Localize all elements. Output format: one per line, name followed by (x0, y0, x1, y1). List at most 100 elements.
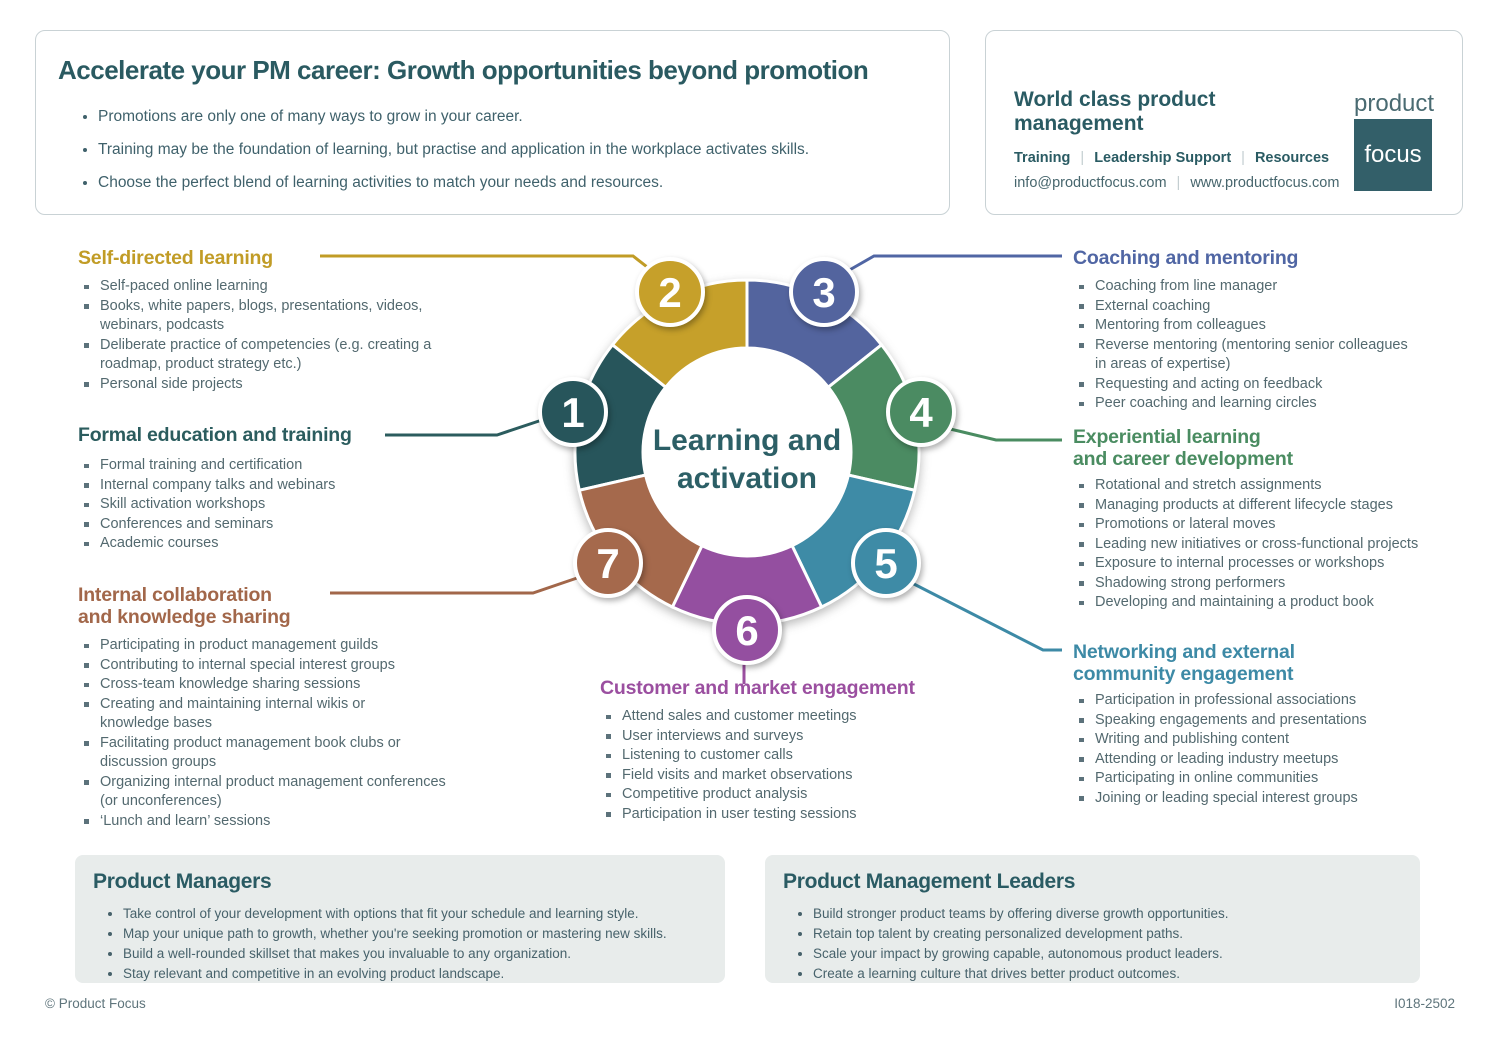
category-title: Networking and external community engage… (1073, 641, 1295, 685)
badge-circle-1 (538, 377, 608, 447)
connector-networking (907, 579, 1062, 652)
category-title: Self-directed learning (78, 247, 273, 269)
list-item: Shadowing strong performers (1079, 574, 1483, 594)
list-item: Contributing to internal special interes… (84, 656, 548, 676)
category-title: Coaching and mentoring (1073, 247, 1299, 269)
category-title: Formal education and training (78, 424, 352, 446)
list-item: Facilitating product management book clu… (84, 734, 548, 773)
list-item: External coaching (1079, 297, 1478, 317)
list-item: Attend sales and customer meetings (606, 707, 945, 727)
badge-circle-5 (851, 528, 921, 598)
badge-circle-4 (886, 377, 956, 447)
brand-contact: info@productfocus.com | www.productfocus.c… (1014, 175, 1339, 191)
list-item: Scale your impact by growing capable, au… (813, 944, 1400, 964)
product-focus-logo: product focus (1354, 91, 1434, 191)
list-item: Requesting and acting on feedback (1079, 375, 1478, 395)
list-item: Developing and maintaining a product boo… (1079, 593, 1483, 613)
intro-panel: Accelerate your PM career: Growth opport… (35, 30, 950, 215)
badge-number-7: 7 (596, 540, 619, 587)
category-experiential-learning: Experiential learning and career develop… (1073, 426, 1483, 613)
brand-tagline: World class product management (1014, 88, 1216, 135)
list-item: Choose the perfect blend of learning act… (98, 166, 929, 199)
brand-panel: World class product management Training |… (985, 30, 1463, 215)
connector-formal-education (385, 417, 546, 437)
category-title: Experiential learning and career develop… (1073, 426, 1293, 470)
list-item: Peer coaching and learning circles (1079, 394, 1478, 414)
wheel-center-circle (643, 348, 851, 556)
list-item: Books, white papers, blogs, presentation… (84, 297, 528, 336)
list-item: Participating in online communities (1079, 769, 1478, 789)
list-item: Writing and publishing content (1079, 730, 1478, 750)
category-networking-community: Networking and external community engage… (1073, 641, 1478, 808)
list-item: Leading new initiatives or cross-functio… (1079, 535, 1483, 555)
list-item: Map your unique path to growth, whether … (123, 924, 705, 944)
list-item: Training may be the foundation of learni… (98, 133, 929, 166)
list-item: Create a learning culture that drives be… (813, 964, 1400, 984)
list-item: Field visits and market observations (606, 766, 945, 786)
list-item: Exposure to internal processes or worksh… (1079, 554, 1483, 574)
list-item: Academic courses (84, 534, 528, 554)
badge-circle-2 (635, 257, 705, 327)
list-item: Rotational and stretch assignments (1079, 476, 1483, 496)
badge-number-5: 5 (874, 540, 897, 587)
connector-internal-collaboration (330, 575, 581, 595)
list-item: Organizing internal product management c… (84, 773, 548, 812)
service-leadership-support: Leadership Support (1094, 150, 1232, 166)
audience-title: Product Managers (93, 870, 272, 893)
connector-coaching (845, 254, 1062, 274)
service-training: Training (1014, 150, 1071, 166)
badge-number-2: 2 (658, 269, 681, 316)
category-internal-collaboration: Internal collaboration and knowledge sha… (78, 584, 548, 831)
list-item: Mentoring from colleagues (1079, 316, 1478, 336)
audience-box-product-management-leaders: Product Management Leaders Build stronge… (765, 855, 1420, 983)
list-item: Build stronger product teams by offering… (813, 904, 1400, 924)
brand-info: World class product management Training |… (986, 31, 1339, 191)
wheel-center-label-line2: activation (677, 462, 817, 495)
separator: | (1241, 150, 1245, 166)
audience-box-product-managers: Product Managers Take control of your de… (75, 855, 725, 983)
category-customer-market: Customer and market engagement Attend sa… (600, 677, 945, 824)
audience-bullet-list: Build stronger product teams by offering… (783, 904, 1400, 984)
list-item: Formal training and certification (84, 456, 528, 476)
list-item: Stay relevant and competitive in an evol… (123, 964, 705, 984)
connector-experiential (945, 426, 1062, 442)
category-item-list: Formal training and certification Interna… (78, 456, 528, 554)
list-item: Participating in product management guil… (84, 636, 548, 656)
wheel-badges: 1 2 3 4 5 6 7 (538, 257, 956, 665)
list-item: Internal company talks and webinars (84, 476, 528, 496)
category-title: Customer and market engagement (600, 677, 915, 699)
list-item: Personal side projects (84, 375, 528, 395)
list-item: Take control of your development with op… (123, 904, 705, 924)
category-item-list: Attend sales and customer meetings User i… (600, 707, 945, 824)
list-item: Coaching from line manager (1079, 277, 1478, 297)
list-item: Deliberate practice of competencies (e.g… (84, 336, 528, 375)
separator: | (1176, 175, 1181, 191)
badge-circle-6 (712, 595, 782, 665)
category-item-list: Rotational and stretch assignments Managi… (1073, 476, 1483, 613)
category-formal-education: Formal education and training Formal tra… (78, 424, 528, 554)
intro-bullet-list: Promotions are only one of many ways to … (58, 100, 929, 199)
list-item: Build a well-rounded skillset that makes… (123, 944, 705, 964)
page-title: Accelerate your PM career: Growth opport… (58, 55, 869, 85)
audience-bullet-list: Take control of your development with op… (93, 904, 705, 984)
list-item: Participation in user testing sessions (606, 805, 945, 825)
footer-document-code: I018-2502 (1394, 996, 1455, 1011)
audience-title: Product Management Leaders (783, 870, 1076, 893)
list-item: ‘Lunch and learn’ sessions (84, 812, 548, 832)
separator: | (1080, 150, 1085, 166)
badge-circle-7 (573, 528, 643, 598)
list-item: Conferences and seminars (84, 515, 528, 535)
badge-number-3: 3 (812, 269, 835, 316)
list-item: Self-paced online learning (84, 277, 528, 297)
category-self-directed-learning: Self-directed learning Self-paced online… (78, 247, 528, 394)
list-item: Retain top talent by creating personaliz… (813, 924, 1400, 944)
category-coaching-mentoring: Coaching and mentoring Coaching from lin… (1073, 247, 1478, 414)
badge-circle-3 (789, 257, 859, 327)
footer-copyright: © Product Focus (45, 996, 146, 1011)
list-item: Promotions or lateral moves (1079, 515, 1483, 535)
list-item: Creating and maintaining internal wikis … (84, 695, 548, 734)
category-item-list: Coaching from line manager External coach… (1073, 277, 1478, 414)
list-item: Managing products at different lifecycle… (1079, 496, 1483, 516)
list-item: User interviews and surveys (606, 727, 945, 747)
badge-number-1: 1 (561, 389, 584, 436)
